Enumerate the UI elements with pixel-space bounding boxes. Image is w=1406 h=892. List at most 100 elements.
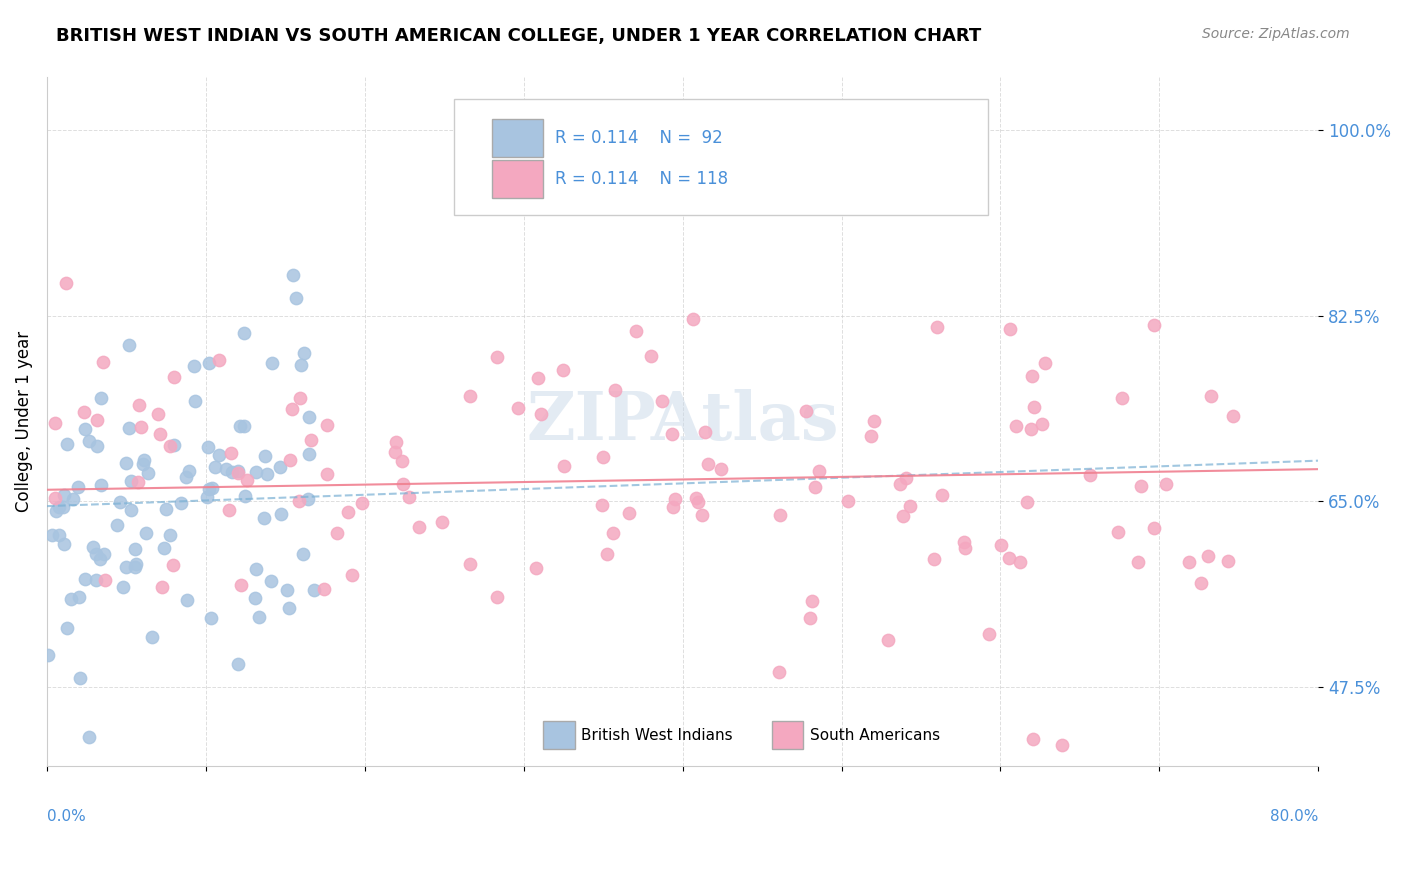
Point [1222,409,1244,423]
Point [458,389,481,403]
Point [804,480,827,494]
Point [640,349,662,363]
Point [108,495,131,509]
Point [292,346,315,360]
Point [41,528,63,542]
Point [1143,318,1166,333]
Point [1008,555,1031,569]
Point [997,551,1019,566]
Point [162,558,184,572]
Point [924,551,946,566]
Point [1177,555,1199,569]
Point [526,371,548,385]
Point [651,394,673,409]
Point [602,526,624,541]
Point [299,433,322,447]
Text: British West Indians: British West Indians [581,728,733,743]
Point [73,573,96,587]
Point [276,582,298,597]
Point [953,541,976,555]
Text: South Americans: South Americans [810,728,939,743]
Point [73,405,96,419]
Point [316,467,339,482]
Point [530,408,553,422]
Point [245,465,267,479]
Point [82,541,104,555]
Y-axis label: College, Under 1 year: College, Under 1 year [15,331,32,512]
Point [231,578,253,592]
Point [862,414,884,428]
Point [174,470,197,484]
Point [69,671,91,685]
Point [1126,556,1149,570]
Point [254,449,277,463]
Point [67,481,90,495]
Point [408,520,430,534]
Point [169,496,191,510]
Point [150,580,173,594]
Point [889,477,911,491]
Point [93,547,115,561]
Point [245,591,267,605]
Point [808,464,831,478]
Point [77,434,100,449]
Point [1111,392,1133,406]
Text: Source: ZipAtlas.com: Source: ZipAtlas.com [1202,27,1350,41]
Point [226,467,249,481]
Point [391,453,413,467]
Point [314,582,336,597]
Point [298,409,321,424]
Point [141,630,163,644]
Point [342,567,364,582]
Point [159,528,181,542]
Point [288,493,311,508]
Point [233,326,256,340]
Point [204,459,226,474]
Point [551,363,574,377]
Point [458,557,481,571]
Point [998,321,1021,335]
FancyBboxPatch shape [454,100,988,215]
Point [176,593,198,607]
Point [1033,356,1056,370]
Point [292,548,315,562]
Point [1107,525,1129,540]
Point [228,418,250,433]
Point [195,490,218,504]
Point [132,458,155,472]
Point [163,438,186,452]
Point [128,398,150,412]
Point [232,418,254,433]
Point [278,453,301,467]
Point [1050,738,1073,752]
Point [891,509,914,524]
Point [177,464,200,478]
Point [89,552,111,566]
Point [682,312,704,326]
Point [37,648,59,662]
Point [219,446,242,460]
Point [898,500,921,514]
Point [148,407,170,421]
Point [135,525,157,540]
Point [125,558,148,572]
Point [1078,468,1101,483]
Point [52,500,75,515]
Point [696,457,718,471]
Point [44,417,66,431]
Point [152,541,174,555]
Point [256,467,278,482]
Point [94,573,117,587]
Point [53,488,76,502]
Point [90,478,112,492]
Point [661,427,683,442]
Point [129,419,152,434]
Point [1031,417,1053,431]
Point [114,456,136,470]
Point [91,355,114,369]
Point [235,473,257,487]
Point [197,356,219,370]
Point [132,453,155,467]
Point [111,580,134,594]
Point [86,413,108,427]
